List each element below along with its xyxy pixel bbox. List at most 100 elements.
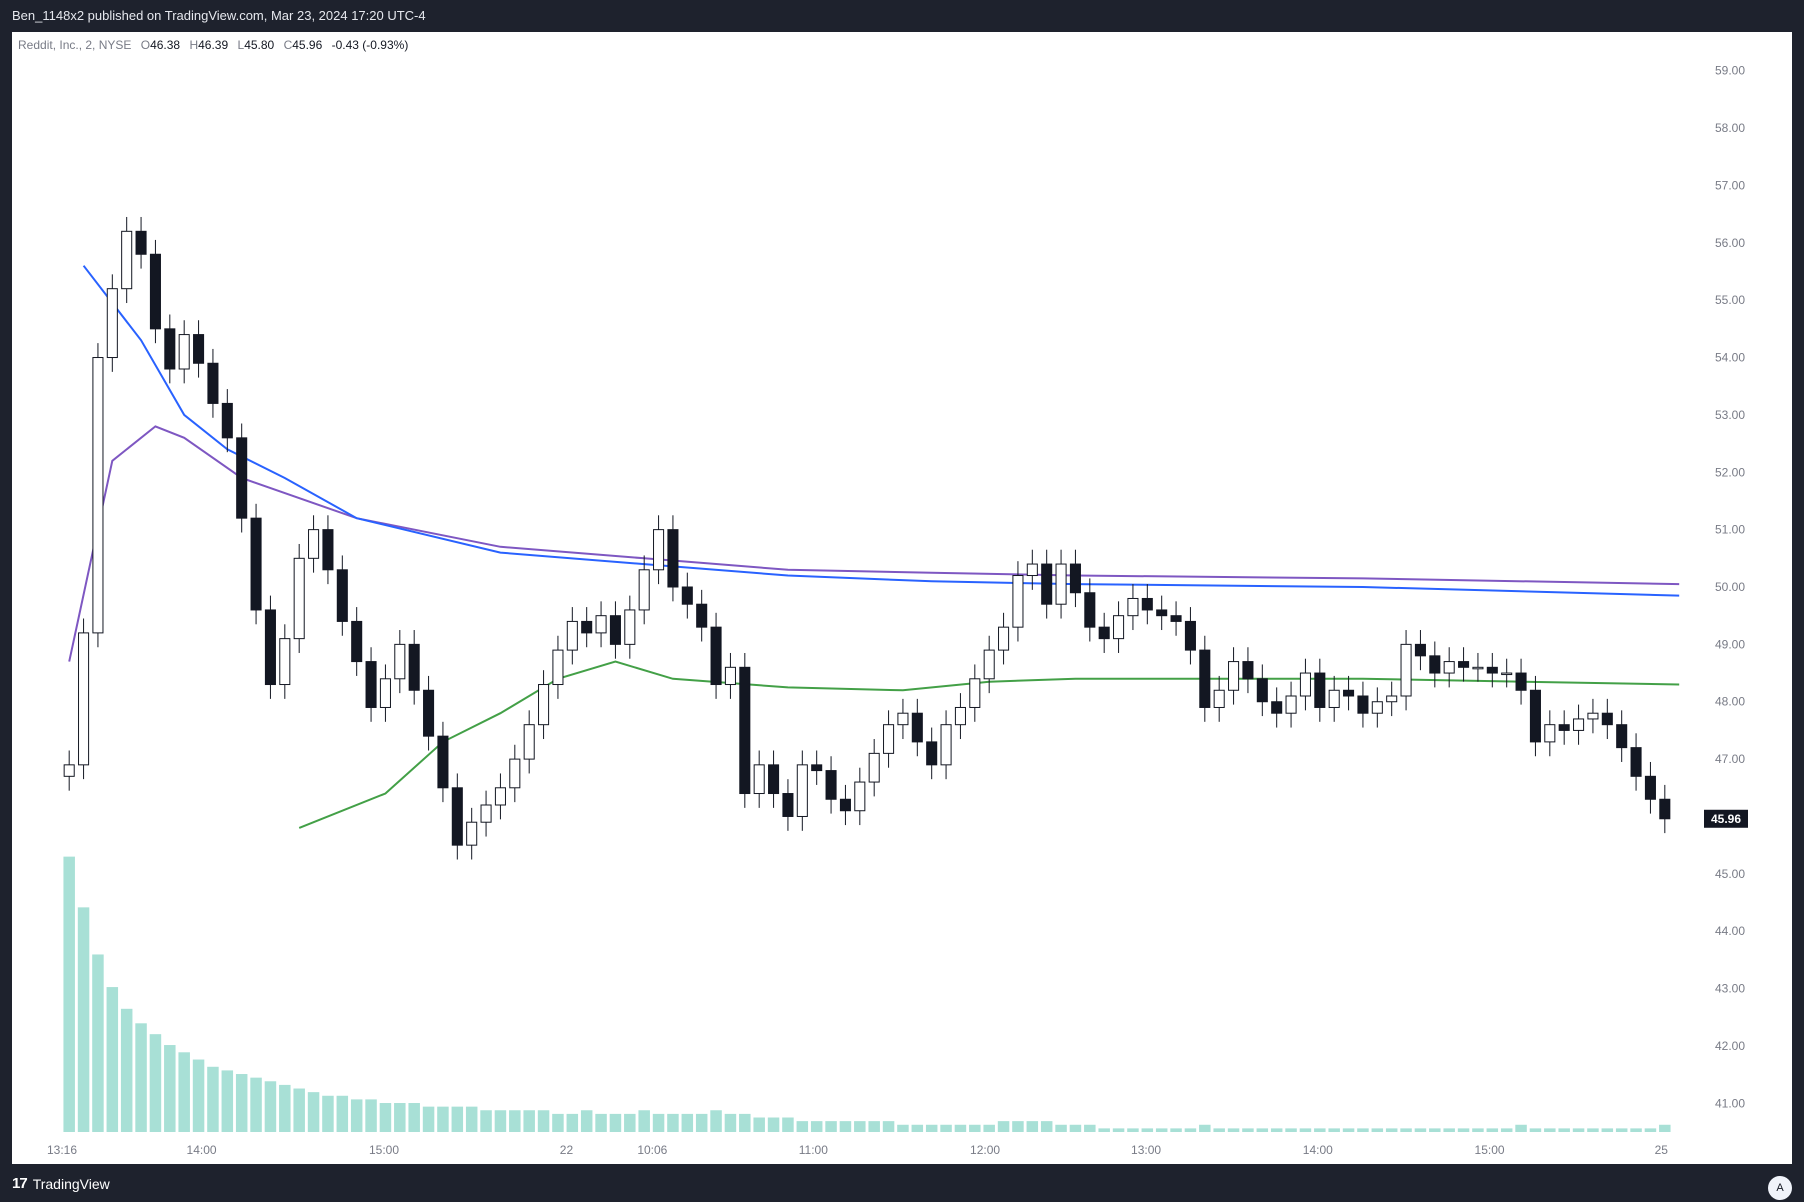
candle-body <box>250 517 262 611</box>
volume-bar <box>882 1121 895 1132</box>
volume-bar <box>1486 1128 1499 1132</box>
volume-bar <box>595 1113 607 1132</box>
volume-bar <box>1472 1128 1484 1132</box>
candle-body <box>839 798 851 812</box>
candle-body <box>1386 695 1398 703</box>
candle-body <box>308 529 320 559</box>
candle-body <box>135 230 147 255</box>
candle-body <box>1558 724 1570 731</box>
y-tick-label: 43.00 <box>1715 982 1745 996</box>
volume-bar <box>1213 1128 1225 1132</box>
candle-body <box>538 684 550 726</box>
volume-bar <box>1084 1124 1096 1132</box>
volume-bar <box>1199 1124 1211 1132</box>
volume-bar <box>1357 1128 1369 1132</box>
candle-body <box>1199 649 1211 708</box>
candle-body <box>1098 626 1110 640</box>
x-tick-label: 15:00 <box>369 1143 399 1157</box>
candle-body <box>940 724 952 766</box>
volume-bar <box>336 1095 349 1132</box>
volume-bar <box>624 1113 636 1132</box>
y-tick-label: 41.00 <box>1715 1096 1745 1110</box>
volume-bar <box>796 1121 809 1132</box>
volume-bar <box>1055 1124 1067 1132</box>
candle-body <box>724 666 736 686</box>
candle-body <box>883 724 895 754</box>
high-value: 46.39 <box>198 38 229 52</box>
y-tick-label: 42.00 <box>1715 1039 1745 1053</box>
candle-body <box>1529 689 1541 743</box>
volume-bar <box>1644 1128 1657 1132</box>
candle-body <box>1026 563 1038 577</box>
candle-body <box>926 741 938 766</box>
volume-bar <box>523 1110 535 1132</box>
volume-bar <box>264 1081 277 1132</box>
candle-body <box>451 787 463 846</box>
candle-body <box>1357 695 1369 714</box>
volume-bar <box>494 1110 507 1132</box>
volume-bar <box>164 1045 176 1132</box>
candle-body <box>264 609 276 686</box>
auto-scale-button[interactable]: A <box>1768 1176 1792 1200</box>
candle-body <box>322 529 334 571</box>
candle-body <box>1314 672 1326 708</box>
candle-body <box>351 620 363 663</box>
volume-bar <box>207 1066 219 1132</box>
close-label: C <box>283 38 293 52</box>
candle-body <box>106 288 118 359</box>
volume-bar <box>566 1113 579 1132</box>
volume-bar <box>1371 1128 1384 1132</box>
volume-bar <box>293 1088 305 1132</box>
volume-bar <box>408 1103 420 1132</box>
volume-bar <box>1500 1128 1513 1132</box>
volume-bar <box>235 1074 248 1132</box>
candle-body <box>868 752 880 783</box>
volume-bar <box>1558 1128 1570 1132</box>
candle-body <box>681 586 693 605</box>
volume-bar <box>1242 1128 1254 1132</box>
volume-bar <box>379 1103 392 1132</box>
volume-bar <box>767 1117 780 1132</box>
volume-bar <box>221 1070 234 1132</box>
price-chart[interactable]: 59.00 58.00 57.00 56.00 55.00 54.00 53.00 52.00… <box>12 32 1792 1164</box>
candle-body <box>1400 643 1412 697</box>
volume-bar <box>1630 1128 1642 1132</box>
volume-bar <box>1429 1128 1441 1132</box>
candle-body <box>1573 718 1585 731</box>
volume-bar <box>422 1106 435 1132</box>
volume-bar <box>897 1124 909 1132</box>
x-tick-label: 25 <box>1655 1143 1669 1157</box>
candle-body <box>1501 672 1513 676</box>
candle-body <box>437 735 449 789</box>
volume-bar <box>135 1023 147 1132</box>
candle-body <box>293 557 305 640</box>
candle-body <box>710 626 722 686</box>
x-tick-label: 15:00 <box>1475 1143 1505 1157</box>
y-tick-label: 44.00 <box>1715 924 1745 938</box>
x-tick-label: 10:06 <box>637 1143 667 1157</box>
candle-body <box>768 764 780 795</box>
candle-body <box>1544 724 1556 743</box>
candle-body <box>911 712 923 743</box>
y-tick-label: 57.00 <box>1715 178 1745 192</box>
volume-bar <box>710 1110 722 1132</box>
candle-body <box>1012 575 1024 628</box>
candle-body <box>624 609 636 645</box>
tradingview-logo[interactable]: 17 TradingView <box>12 1175 110 1192</box>
volume-bar <box>394 1103 406 1132</box>
candle-body <box>279 638 291 686</box>
symbol-label: Reddit, Inc., 2, NYSE <box>18 38 132 52</box>
candle-body <box>1127 597 1139 617</box>
chart-pane[interactable]: 59.00 58.00 57.00 56.00 55.00 54.00 53.00 52.00… <box>12 32 1792 1164</box>
candle-body <box>1486 666 1498 674</box>
close-value: 45.96 <box>292 38 323 52</box>
candle-body <box>207 362 219 404</box>
volume-bar <box>1155 1128 1168 1132</box>
candle-body <box>1041 563 1053 605</box>
candle-body <box>164 328 176 370</box>
volume-bar <box>1572 1128 1585 1132</box>
volume-bar <box>911 1124 924 1132</box>
candle-body <box>480 804 492 823</box>
open-value: 46.38 <box>150 38 181 52</box>
candle-body <box>581 620 593 634</box>
